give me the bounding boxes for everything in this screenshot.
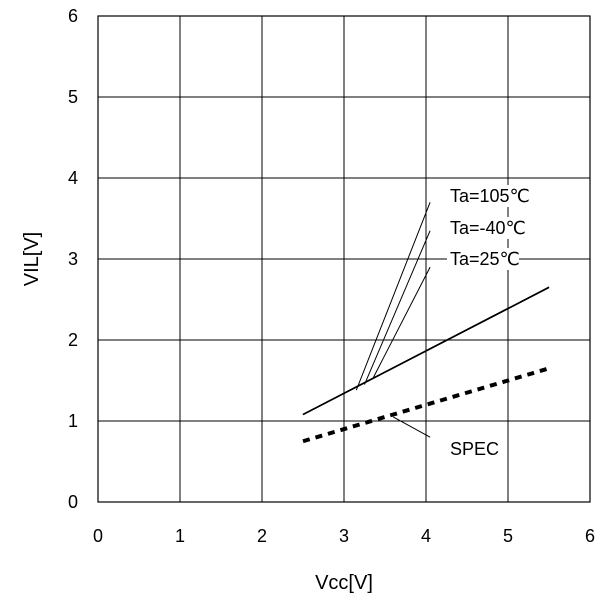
y-tick-label-1: 1 xyxy=(68,411,78,431)
series-line-2 xyxy=(302,286,550,416)
annotation-leaders xyxy=(355,202,431,438)
y-tick-label-0: 0 xyxy=(68,492,78,512)
series-line-3 xyxy=(302,366,550,444)
y-tick-label-2: 2 xyxy=(68,330,78,350)
annotation-bg-2 xyxy=(447,248,519,270)
y-tick-label-3: 3 xyxy=(68,249,78,269)
x-tick-label-2: 2 xyxy=(257,526,267,546)
y-tick-label-4: 4 xyxy=(68,168,78,188)
annotation-leader-0 xyxy=(355,202,431,391)
x-tick-label-4: 4 xyxy=(421,526,431,546)
y-axis-title: VIL[V] xyxy=(21,232,43,286)
annotation-bg-3 xyxy=(447,438,497,460)
annotation-label-1: Ta=-40℃ xyxy=(450,218,526,238)
y-tick-labels: 0 1 2 3 4 5 6 xyxy=(68,6,78,512)
annotation-bg-1 xyxy=(447,217,530,239)
annotations: Ta=105℃ Ta=-40℃ Ta=25℃ SPEC xyxy=(447,185,530,460)
plot-frame xyxy=(97,15,591,503)
x-tick-label-1: 1 xyxy=(175,526,185,546)
annotation-label-0: Ta=105℃ xyxy=(450,186,530,206)
x-tick-label-0: 0 xyxy=(93,526,103,546)
series-lines xyxy=(302,286,550,444)
annotation-leader-2 xyxy=(372,266,431,380)
annotation-bg-0 xyxy=(447,185,530,207)
y-tick-label-5: 5 xyxy=(68,87,78,107)
annotation-leader-1 xyxy=(364,230,431,385)
x-tick-label-6: 6 xyxy=(585,526,595,546)
x-axis-title: Vcc[V] xyxy=(315,572,373,594)
x-tick-label-3: 3 xyxy=(339,526,349,546)
annotation-leader-3 xyxy=(392,416,431,438)
x-tick-label-5: 5 xyxy=(503,526,513,546)
x-tick-labels: 0 1 2 3 4 5 6 xyxy=(93,526,595,546)
annotation-label-2: Ta=25℃ xyxy=(450,249,520,269)
annotation-label-3: SPEC xyxy=(450,439,499,459)
y-tick-label-6: 6 xyxy=(68,6,78,26)
